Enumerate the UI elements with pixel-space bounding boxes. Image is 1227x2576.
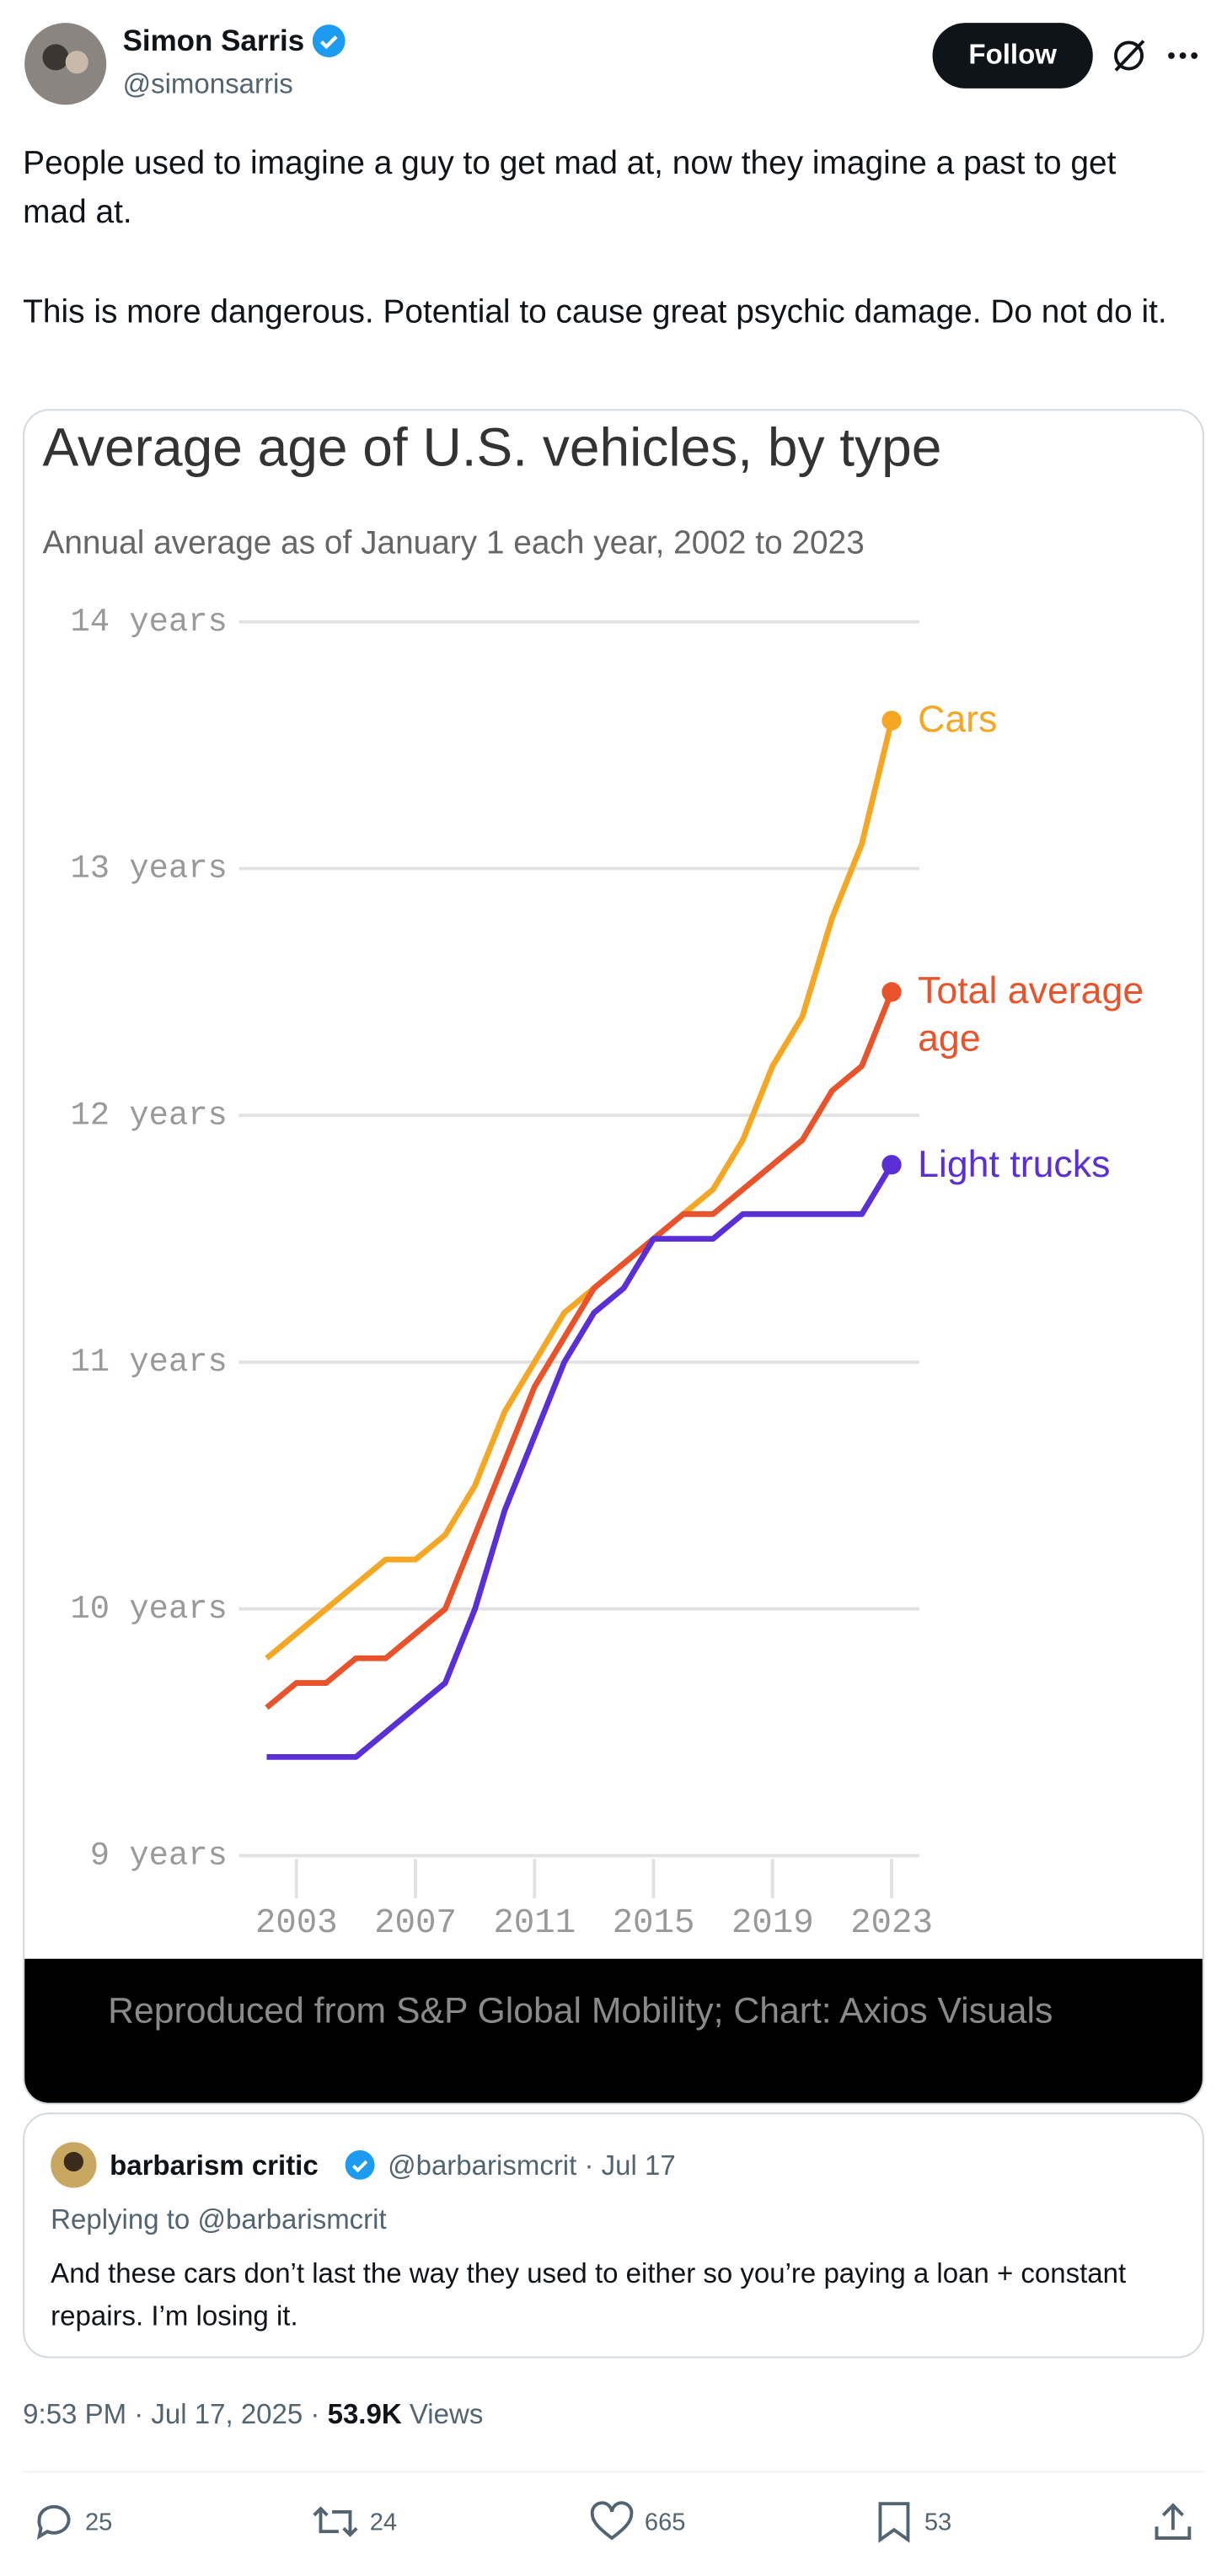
bookmark-count: 53: [924, 2508, 952, 2536]
y-tick-label: 10 years: [71, 1591, 228, 1628]
quote-handle: @barbarismcrit: [388, 2149, 577, 2182]
y-tick-label: 13 years: [71, 851, 228, 888]
series-line: [265, 720, 895, 1661]
chart-image[interactable]: Average age of U.S. vehicles, by type An…: [23, 409, 1204, 2105]
quote-handle-date: @barbarismcrit · Jul 17: [388, 2150, 676, 2183]
end-point: [881, 711, 902, 731]
paragraph: This is more dangerous. Potential to cau…: [23, 294, 1167, 331]
quote-card[interactable]: barbarism critic @barbarismcrit · Jul 17…: [23, 2112, 1204, 2359]
quote-text: And these cars don’t last the way they u…: [51, 2258, 1127, 2332]
replying-to: Replying to @barbarismcrit: [51, 2203, 387, 2235]
verified-badge: [345, 2149, 375, 2180]
x-tick-label: 2007: [374, 1904, 457, 1943]
caption-bar: Reproduced from S&P Global Mobility; Cha…: [24, 1958, 1203, 2103]
x-tick-label: 2019: [731, 1904, 814, 1943]
end-point: [881, 982, 902, 1002]
x-tick-label: 2015: [613, 1904, 695, 1943]
series-label: Cars: [918, 697, 998, 741]
reply-count: 25: [84, 2508, 113, 2536]
series-label: Total average age: [918, 969, 1144, 1060]
follow-button[interactable]: Follow: [932, 23, 1093, 89]
avatar: [24, 23, 107, 105]
post-text: People used to imagine a guy to get mad …: [23, 139, 1184, 337]
quote-avatar: [51, 2142, 97, 2188]
quote-name: barbarism critic: [110, 2149, 319, 2182]
reply-button[interactable]: 25: [33, 2500, 113, 2542]
like-icon: [590, 2501, 634, 2541]
verified-badge: [312, 24, 346, 57]
x-tick-label: 2003: [255, 1904, 338, 1943]
y-tick-label: 14 years: [71, 604, 228, 641]
author-handle[interactable]: @simonsarris: [122, 68, 293, 100]
bookmark-icon: [878, 2502, 910, 2543]
chart-subtitle: Annual average as of January 1 each year…: [42, 525, 864, 561]
chart-title: Average age of U.S. vehicles, by type: [42, 417, 941, 478]
y-tick-label: 9 years: [90, 1838, 228, 1875]
like-count: 665: [644, 2508, 686, 2536]
reply-icon: [36, 2504, 71, 2540]
x-tick-label: 2011: [493, 1904, 576, 1943]
like-button[interactable]: 665: [589, 2500, 686, 2542]
y-tick-label: 12 years: [71, 1097, 228, 1134]
views-label: Views: [409, 2398, 484, 2430]
x-tick-label: 2023: [850, 1904, 933, 1943]
author-name[interactable]: Simon Sarris: [122, 24, 305, 57]
bookmark-button[interactable]: 53: [876, 2500, 952, 2543]
repost-button[interactable]: 24: [311, 2500, 397, 2542]
views-count: 53.9K: [327, 2398, 402, 2430]
series-line: [266, 1163, 894, 1760]
repost-count: 24: [369, 2508, 398, 2536]
share-icon[interactable]: [1152, 2500, 1194, 2542]
menu-icons[interactable]: [1109, 36, 1207, 76]
chart: Average age of U.S. vehicles, by type An…: [42, 417, 941, 1943]
post-meta: 9:53 PM · Jul 17, 2025 · 53.9K Views: [23, 2399, 483, 2432]
quote-date: · Jul 17: [584, 2149, 676, 2182]
caption: Reproduced from S&P Global Mobility; Cha…: [108, 1989, 1053, 2031]
divider: [23, 2471, 1204, 2473]
end-point: [881, 1155, 902, 1175]
series-label: Light trucks: [918, 1141, 1111, 1185]
series-line: [265, 990, 895, 1710]
repost-icon: [313, 2506, 358, 2537]
timestamp: 9:53 PM · Jul 17, 2025 ·: [23, 2398, 320, 2430]
paragraph: People used to imagine a guy to get mad …: [23, 145, 1117, 231]
y-tick-label: 11 years: [71, 1344, 228, 1381]
